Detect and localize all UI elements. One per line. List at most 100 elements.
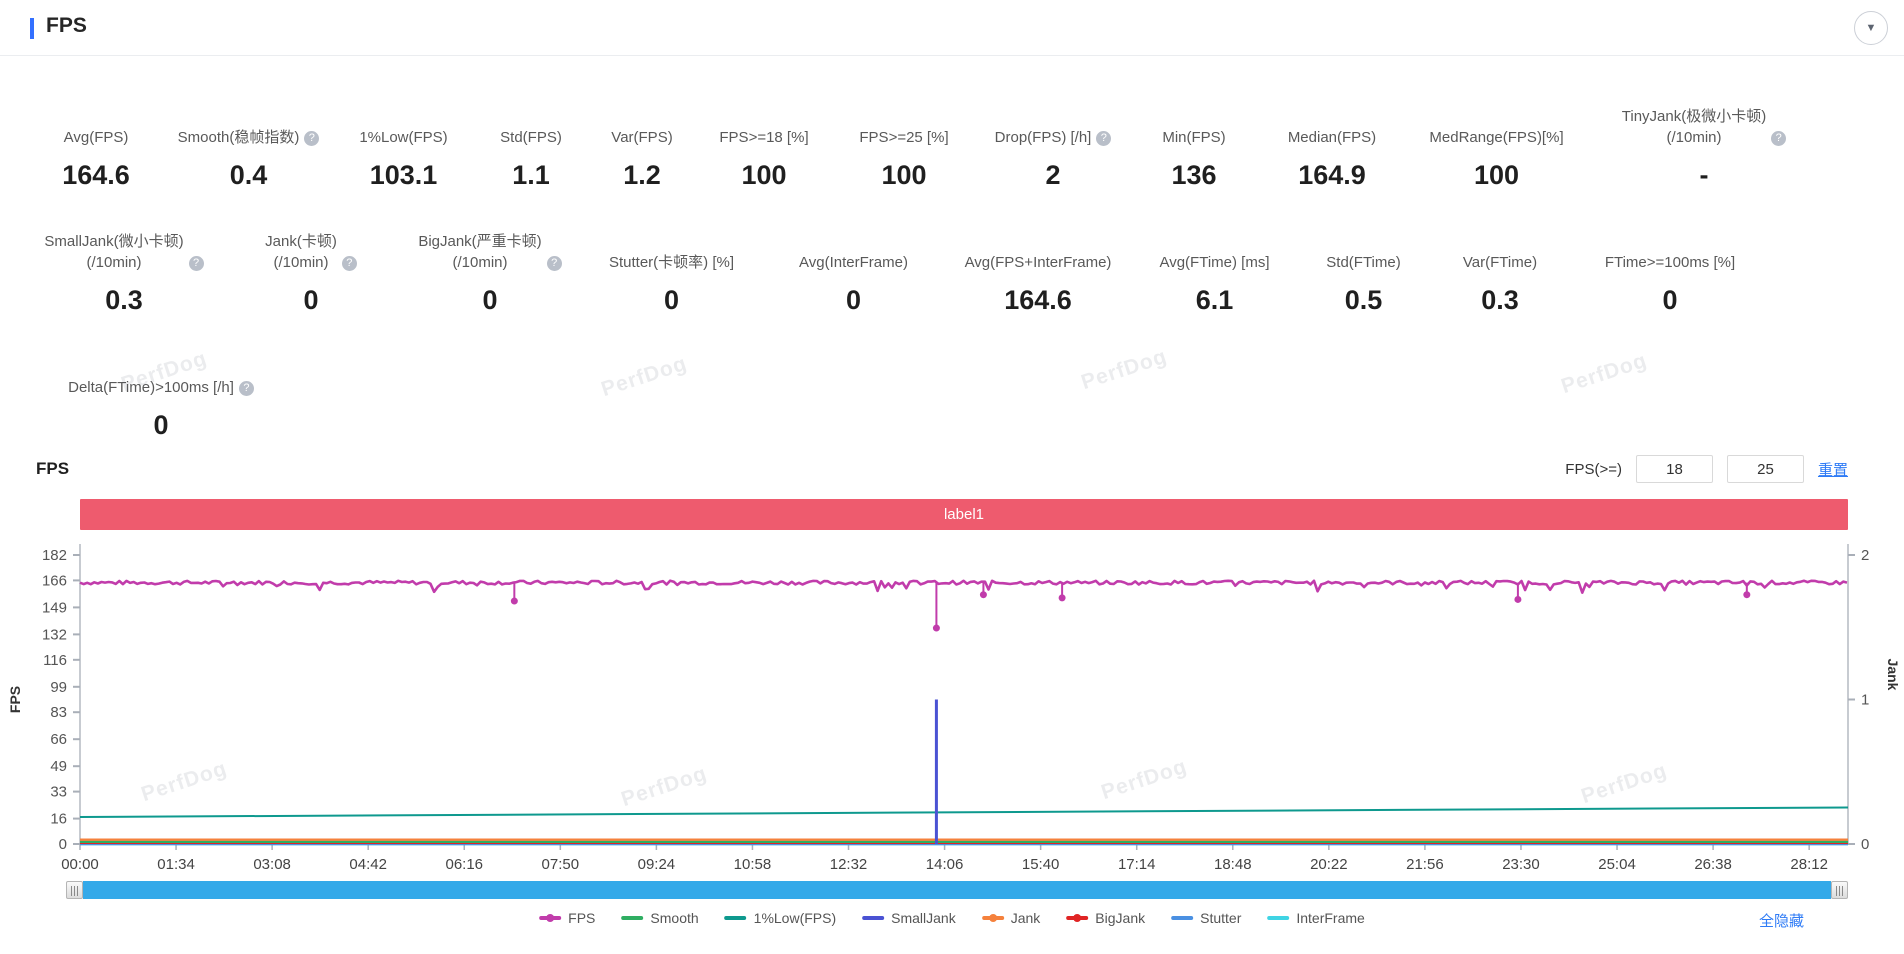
fps-chart-canvas: 182 166 149 132 116 99 83 66 49 33 16 0 2 1 0 00:00 01:3… bbox=[7, 544, 1901, 872]
stat-value: 100 bbox=[1473, 160, 1520, 190]
stat-label: Std(FPS) bbox=[500, 129, 562, 146]
svg-text:FPS: FPS bbox=[7, 686, 23, 713]
svg-text:1: 1 bbox=[1861, 692, 1869, 709]
stats-row-2: SmallJank(微小卡顿) (/10min)? 0.3 Jank(卡顿) (… bbox=[26, 223, 1904, 318]
help-icon[interactable]: ? bbox=[1771, 131, 1787, 146]
stat-jank: Jank(卡顿) (/10min)? 0 bbox=[222, 223, 400, 318]
stat-std-ftime: Std(FTime) 0.5 bbox=[1297, 223, 1430, 318]
stat-bigjank: BigJank(严重卡顿) (/10min)? 0 bbox=[400, 223, 580, 318]
stat-value: - bbox=[1699, 160, 1709, 190]
stat-label: Min(FPS) bbox=[1162, 129, 1226, 146]
fps-threshold-input-2[interactable] bbox=[1726, 455, 1804, 483]
svg-text:16: 16 bbox=[50, 811, 67, 828]
chart-controls: FPS(>=) 重置 bbox=[1565, 455, 1848, 483]
scrollbar-left-handle[interactable] bbox=[66, 881, 83, 899]
legend-marker bbox=[981, 914, 1004, 922]
svg-text:12:32: 12:32 bbox=[830, 856, 868, 872]
stat-value: 6.1 bbox=[1195, 285, 1234, 315]
legend-item-fps[interactable]: FPS bbox=[539, 910, 595, 926]
legend-label: BigJank bbox=[1095, 910, 1146, 926]
legend-label: Smooth bbox=[650, 910, 699, 926]
help-icon[interactable]: ? bbox=[304, 131, 320, 146]
stat-avg-fps-interframe: Avg(FPS+InterFrame) 164.6 bbox=[944, 223, 1132, 318]
stat-label: TinyJank(极微小卡顿) (/10min) bbox=[1621, 108, 1767, 146]
stat-label: Var(FPS) bbox=[611, 129, 673, 146]
svg-text:132: 132 bbox=[42, 626, 67, 643]
stat-value: 164.6 bbox=[62, 160, 130, 190]
legend-marker bbox=[1171, 916, 1194, 920]
svg-text:09:24: 09:24 bbox=[638, 856, 676, 872]
stat-value: 0 bbox=[482, 285, 498, 315]
reset-link[interactable]: 重置 bbox=[1817, 461, 1848, 479]
scrollbar-selected-range[interactable] bbox=[83, 881, 1831, 899]
scrollbar-right-handle[interactable] bbox=[1831, 881, 1848, 899]
help-icon[interactable]: ? bbox=[1096, 131, 1112, 146]
legend-item-1-low-fps[interactable]: 1%Low(FPS) bbox=[724, 910, 837, 926]
legend-label: FPS bbox=[568, 910, 596, 926]
stat-median-fps: Median(FPS) 164.9 bbox=[1260, 98, 1404, 193]
legend-label: InterFrame bbox=[1296, 910, 1365, 926]
legend-item-smalljank[interactable]: SmallJank bbox=[862, 910, 956, 926]
legend-item-interframe[interactable]: InterFrame bbox=[1267, 910, 1365, 926]
svg-text:83: 83 bbox=[50, 704, 67, 721]
stats-row-1: Avg(FPS) 164.6 Smooth(稳帧指数)? 0.4 1%Low(F… bbox=[26, 98, 1904, 193]
stat-stutter: Stutter(卡顿率) [%] 0 bbox=[580, 223, 763, 318]
stat-label: FTime>=100ms [%] bbox=[1604, 254, 1736, 271]
legend-marker bbox=[621, 916, 644, 920]
fps-threshold-label: FPS(>=) bbox=[1565, 460, 1622, 478]
svg-text:0: 0 bbox=[59, 836, 67, 853]
svg-text:14:06: 14:06 bbox=[926, 856, 964, 872]
stat-label: Jank(卡顿) (/10min) bbox=[265, 233, 337, 271]
stat-fps-ge-25: FPS>=25 [%] 100 bbox=[830, 98, 978, 193]
stat-value: 0 bbox=[303, 285, 319, 315]
svg-text:116: 116 bbox=[43, 652, 67, 669]
help-icon[interactable]: ? bbox=[546, 256, 562, 271]
fps-chart: 182 166 149 132 116 99 83 66 49 33 16 0 2 1 0 00:00 01:3… bbox=[0, 538, 1904, 938]
stat-value: 0 bbox=[845, 285, 862, 315]
stat-label: SmallJank(微小卡顿) (/10min) bbox=[44, 233, 184, 271]
legend-item-smooth[interactable]: Smooth bbox=[621, 910, 699, 926]
legend-marker-dot bbox=[988, 914, 997, 922]
chart-title: FPS bbox=[36, 459, 70, 478]
legend-item-jank[interactable]: Jank bbox=[981, 910, 1040, 926]
stat-1pct-low-fps: 1%Low(FPS) 103.1 bbox=[331, 98, 476, 193]
stat-label: 1%Low(FPS) bbox=[359, 129, 448, 146]
legend-item-stutter[interactable]: Stutter bbox=[1171, 910, 1241, 926]
legend-marker bbox=[724, 916, 747, 920]
chart-range-scrollbar[interactable] bbox=[66, 881, 1848, 899]
svg-text:25:04: 25:04 bbox=[1598, 856, 1636, 872]
legend-item-bigjank[interactable]: BigJank bbox=[1066, 910, 1145, 926]
hide-all-link[interactable]: 全隐藏 bbox=[1758, 913, 1804, 930]
help-icon[interactable]: ? bbox=[341, 256, 357, 271]
svg-text:01:34: 01:34 bbox=[157, 856, 195, 872]
legend-marker-dot bbox=[1073, 914, 1082, 922]
stat-label: Avg(FPS+InterFrame) bbox=[964, 254, 1112, 271]
svg-text:149: 149 bbox=[42, 599, 67, 616]
stat-min-fps: Min(FPS) 136 bbox=[1128, 98, 1260, 193]
stat-label: BigJank(严重卡顿) (/10min) bbox=[418, 233, 542, 271]
stat-label: MedRange(FPS)[%] bbox=[1429, 129, 1564, 146]
stat-label: Delta(FTime)>100ms [/h] bbox=[68, 379, 234, 396]
stat-value: 0.3 bbox=[105, 285, 143, 315]
page-title: FPS bbox=[46, 14, 87, 37]
stat-medrange-fps: MedRange(FPS)[%] 100 bbox=[1404, 98, 1589, 193]
collapse-panel-button[interactable]: ▼ bbox=[1854, 11, 1888, 45]
stat-value: 103.1 bbox=[369, 160, 438, 190]
stat-fps-ge-18: FPS>=18 [%] 100 bbox=[698, 98, 830, 193]
stat-value: 136 bbox=[1171, 160, 1217, 190]
help-icon[interactable]: ? bbox=[188, 256, 204, 271]
stat-label: Median(FPS) bbox=[1287, 129, 1377, 146]
fps-threshold-input-1[interactable] bbox=[1635, 455, 1713, 483]
stat-label: FPS>=18 [%] bbox=[719, 129, 809, 146]
stat-avg-fps: Avg(FPS) 164.6 bbox=[26, 98, 166, 193]
stat-value: 0 bbox=[663, 285, 680, 315]
svg-text:20:22: 20:22 bbox=[1310, 856, 1348, 872]
help-icon[interactable]: ? bbox=[238, 381, 254, 396]
svg-text:0: 0 bbox=[1861, 836, 1869, 853]
legend-label: 1%Low(FPS) bbox=[753, 910, 837, 926]
stat-value: 0.3 bbox=[1481, 285, 1519, 315]
stat-label: Smooth(稳帧指数) bbox=[177, 129, 300, 146]
stat-ftime-ge-100ms: FTime>=100ms [%] 0 bbox=[1570, 223, 1770, 318]
stat-std-fps: Std(FPS) 1.1 bbox=[476, 98, 586, 193]
svg-text:182: 182 bbox=[42, 547, 67, 564]
